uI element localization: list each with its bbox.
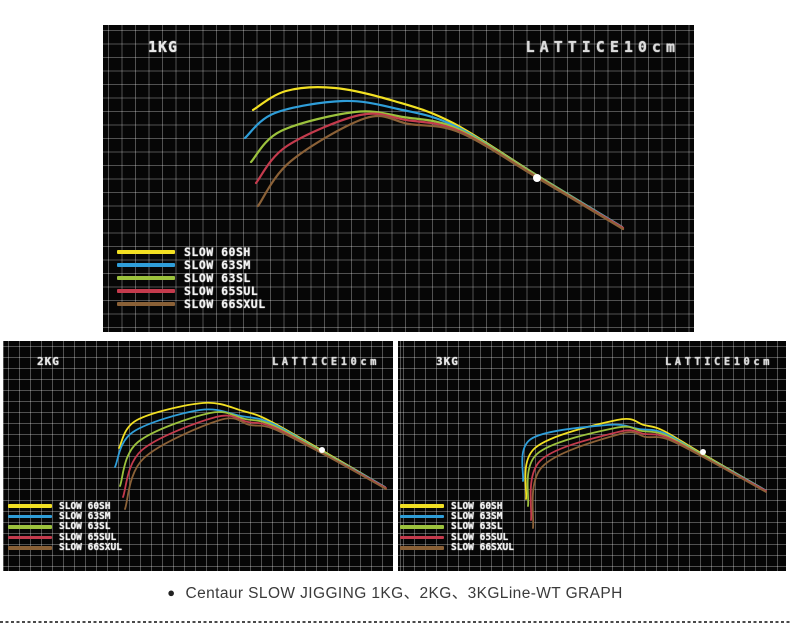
rod-curves-svg-3kg bbox=[521, 418, 767, 529]
rod-curve-slow-65sul bbox=[529, 429, 767, 521]
legend-2kg: SLOW 60SH SLOW 63SM SLOW 63SL SLOW 65SUL SLO… bbox=[8, 501, 122, 553]
weight-dot bbox=[700, 449, 706, 455]
rod-curve-slow-66sxul bbox=[531, 431, 767, 529]
legend-item: SLOW 65SUL bbox=[8, 531, 122, 543]
legend-label: SLOW 63SM bbox=[184, 257, 251, 272]
rod-curve-slow-65sul bbox=[254, 112, 625, 230]
legend-label: SLOW 60SH bbox=[59, 500, 111, 512]
legend-label: SLOW 65SUL bbox=[59, 531, 117, 543]
legend-item: SLOW 63SL bbox=[117, 270, 266, 285]
legend-swatch bbox=[8, 535, 52, 540]
load-label-3kg: 3KG bbox=[436, 355, 459, 368]
legend-swatch bbox=[8, 546, 52, 550]
legend-item: SLOW 66SXUL bbox=[8, 542, 122, 554]
graph-panel-3kg: 3KG LATTICE10cm SLOW 60SH SLOW 63SM SLOW 6… bbox=[398, 341, 786, 571]
rod-curves-svg-2kg bbox=[114, 401, 387, 510]
legend-label: SLOW 66SXUL bbox=[184, 297, 266, 312]
legend-label: SLOW 66SXUL bbox=[451, 542, 514, 554]
legend-label: SLOW 66SXUL bbox=[59, 542, 122, 554]
legend-item: SLOW 66SXUL bbox=[117, 297, 266, 312]
bullet-icon: ● bbox=[167, 584, 176, 600]
rod-curve-slow-66sxul bbox=[256, 114, 625, 231]
lattice-title-1kg: LATTICE10cm bbox=[525, 38, 680, 56]
legend-swatch bbox=[117, 302, 175, 307]
legend-label: SLOW 65SUL bbox=[184, 284, 259, 299]
legend-item: SLOW 63SM bbox=[400, 511, 514, 523]
legend-swatch bbox=[117, 289, 175, 294]
legend-swatch bbox=[400, 514, 444, 519]
legend-swatch bbox=[400, 535, 444, 540]
caption-text: Centaur SLOW JIGGING 1KG、2KG、3KGLine-WT … bbox=[185, 585, 623, 602]
legend-item: SLOW 63SL bbox=[8, 521, 122, 533]
load-label-1kg: 1KG bbox=[148, 38, 179, 56]
legend-swatch bbox=[400, 504, 444, 508]
legend-item: SLOW 60SH bbox=[8, 500, 122, 512]
graph-panel-2kg: 2KG LATTICE10cm SLOW 60SH SLOW 63SM SLOW 6… bbox=[3, 341, 393, 571]
legend-item: SLOW 65SUL bbox=[117, 284, 266, 299]
legend-item: SLOW 66SXUL bbox=[400, 542, 514, 554]
legend-label: SLOW 63SL bbox=[451, 521, 503, 533]
weight-dot bbox=[533, 174, 541, 182]
legend-swatch bbox=[117, 249, 175, 254]
load-label-2kg: 2KG bbox=[37, 355, 60, 368]
rod-curve-slow-63sm bbox=[114, 408, 386, 488]
legend-item: SLOW 63SM bbox=[117, 257, 266, 272]
lattice-title-3kg: LATTICE10cm bbox=[664, 356, 773, 368]
legend-3kg: SLOW 60SH SLOW 63SM SLOW 63SL SLOW 65SUL SLO… bbox=[400, 501, 514, 553]
weight-dot bbox=[319, 447, 325, 453]
legend-swatch bbox=[400, 546, 444, 550]
dashed-divider bbox=[0, 621, 790, 623]
legend-label: SLOW 60SH bbox=[184, 244, 251, 259]
legend-item: SLOW 63SM bbox=[8, 511, 122, 523]
legend-swatch bbox=[117, 275, 175, 280]
legend-label: SLOW 65SUL bbox=[451, 531, 509, 543]
rod-curve-slow-60sh bbox=[118, 401, 386, 488]
rod-curve-slow-63sl bbox=[249, 110, 624, 230]
legend-label: SLOW 63SL bbox=[184, 270, 251, 285]
legend-swatch bbox=[8, 514, 52, 519]
legend-1kg: SLOW 60SH SLOW 63SM SLOW 63SL SLOW 65SUL SLO… bbox=[117, 245, 266, 311]
legend-label: SLOW 63SM bbox=[59, 511, 111, 523]
legend-swatch bbox=[117, 262, 175, 267]
legend-item: SLOW 65SUL bbox=[400, 531, 514, 543]
rod-curves-svg-1kg bbox=[243, 86, 625, 231]
legend-swatch bbox=[8, 525, 52, 529]
legend-label: SLOW 60SH bbox=[451, 500, 503, 512]
lattice-title-2kg: LATTICE10cm bbox=[271, 356, 380, 368]
caption: ● Centaur SLOW JIGGING 1KG、2KG、3KGLine-W… bbox=[0, 579, 790, 605]
rod-curve-slow-63sm bbox=[243, 99, 624, 229]
legend-item: SLOW 63SL bbox=[400, 521, 514, 533]
legend-item: SLOW 60SH bbox=[400, 500, 514, 512]
legend-label: SLOW 63SL bbox=[59, 521, 111, 533]
legend-swatch bbox=[8, 504, 52, 508]
legend-label: SLOW 63SM bbox=[451, 511, 503, 523]
graph-panel-1kg: 1KG LATTICE10cm SLOW 60SH SLOW 63SM SLOW 6… bbox=[103, 25, 694, 332]
legend-item: SLOW 60SH bbox=[117, 244, 266, 259]
legend-swatch bbox=[400, 525, 444, 529]
rod-curve-slow-60sh bbox=[251, 86, 624, 229]
rod-curve-slow-66sxul bbox=[124, 417, 387, 510]
rod-curve-slow-63sl bbox=[526, 425, 766, 507]
